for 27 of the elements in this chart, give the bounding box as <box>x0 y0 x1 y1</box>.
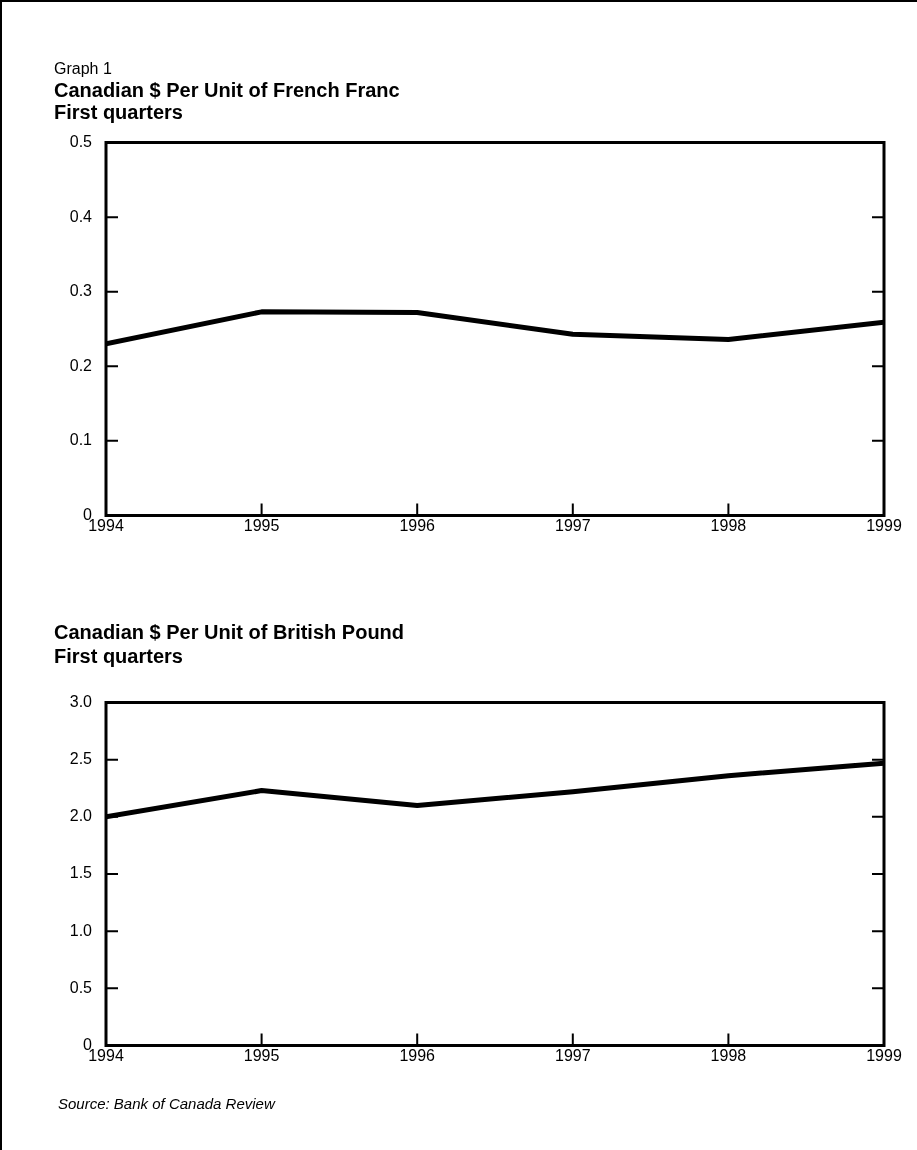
y-tick-label: 0.2 <box>69 356 93 374</box>
y-tick-label: 0.5 <box>69 978 93 996</box>
chart-title: Canadian $ Per Unit of British Pound <box>54 620 405 644</box>
y-tick-label: 2.0 <box>69 807 93 825</box>
chart-title: Canadian $ Per Unit of French Franc <box>54 78 400 102</box>
y-tick-label: 2.5 <box>69 750 93 768</box>
x-tick-label: 1998 <box>710 517 747 535</box>
x-tick-label: 1996 <box>399 1047 436 1065</box>
x-tick-label: 1996 <box>399 517 436 535</box>
y-tick-label: 0.3 <box>69 282 93 300</box>
y-tick-label: 3.0 <box>69 693 93 711</box>
y-tick-label: 1.0 <box>69 921 93 939</box>
x-tick-label: 1999 <box>866 517 902 535</box>
y-tick-label: 0.5 <box>69 133 93 151</box>
x-tick-label: 1995 <box>243 517 280 535</box>
x-tick-label: 1997 <box>555 517 591 535</box>
source-note: Source: Bank of Canada Review <box>58 1095 275 1112</box>
x-tick-label: 1997 <box>555 1047 591 1065</box>
caption: Graph 1 <box>54 60 112 78</box>
x-tick-label: 1999 <box>866 1047 902 1065</box>
chart-subtitle: First quarters <box>54 100 183 124</box>
y-tick-label: 1.5 <box>69 864 93 882</box>
y-tick-label: 0.4 <box>69 207 93 225</box>
chart-subtitle: First quarters <box>54 644 183 668</box>
x-tick-label: 1995 <box>243 1047 280 1065</box>
x-tick-label: 1998 <box>710 1047 747 1065</box>
y-tick-label: 0.1 <box>69 431 93 449</box>
